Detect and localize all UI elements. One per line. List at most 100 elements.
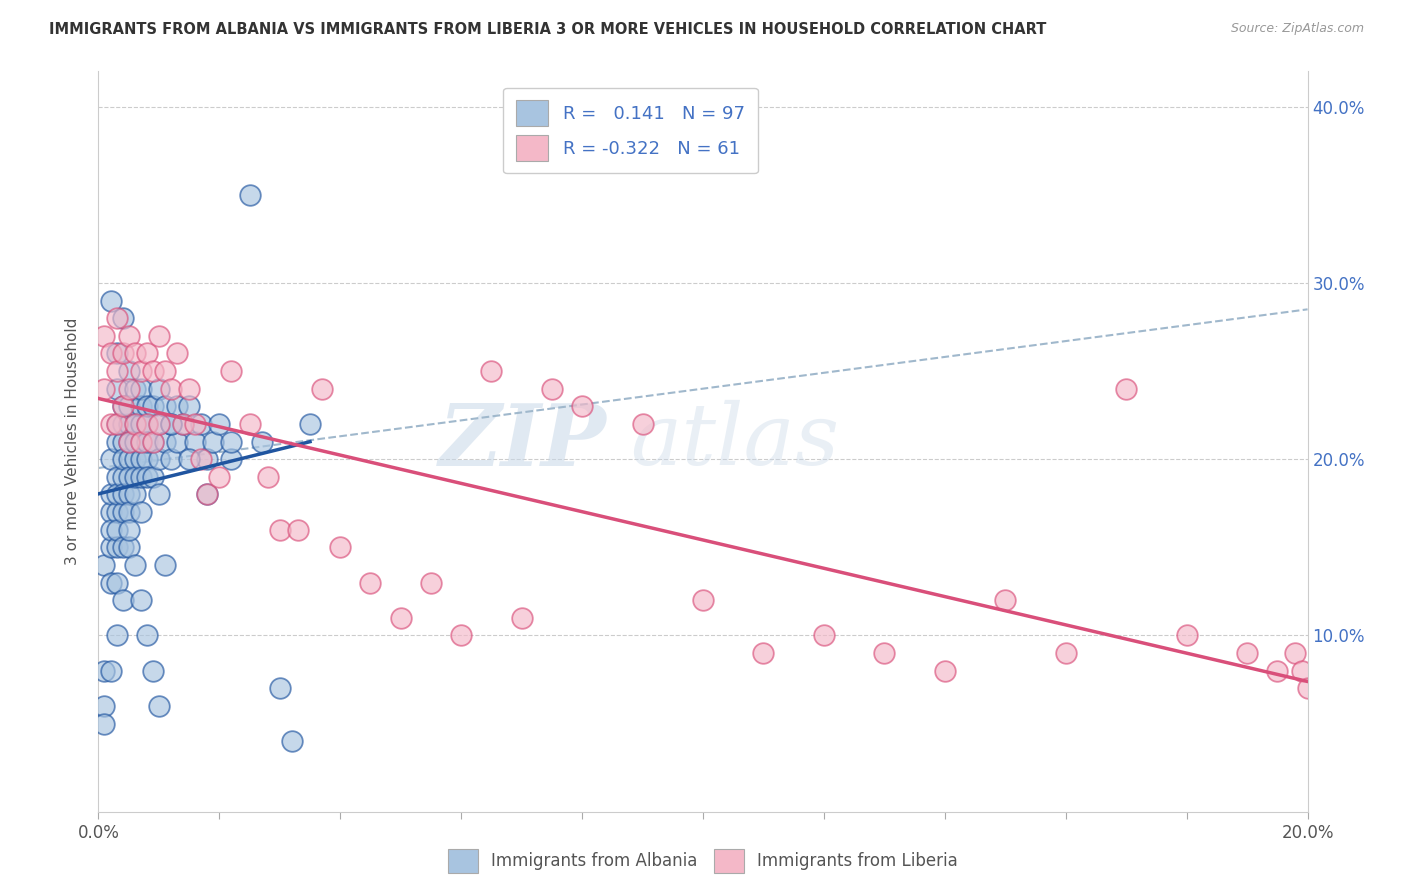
Point bbox=[100, 664, 122, 678]
Point bbox=[148, 452, 170, 467]
Point bbox=[160, 417, 183, 431]
Point bbox=[172, 417, 194, 431]
Point bbox=[124, 487, 146, 501]
Point bbox=[256, 470, 278, 484]
Point bbox=[129, 417, 152, 431]
Point bbox=[510, 611, 533, 625]
Point bbox=[692, 593, 714, 607]
Point bbox=[111, 434, 134, 449]
Point bbox=[208, 417, 231, 431]
Point bbox=[190, 452, 212, 467]
Point bbox=[100, 487, 122, 501]
Point bbox=[111, 487, 134, 501]
Point bbox=[420, 575, 443, 590]
Point bbox=[105, 470, 128, 484]
Point bbox=[172, 417, 194, 431]
Point bbox=[111, 311, 134, 326]
Point bbox=[179, 382, 201, 396]
Point bbox=[250, 434, 273, 449]
Point bbox=[124, 434, 146, 449]
Point bbox=[221, 452, 243, 467]
Point bbox=[135, 452, 157, 467]
Point bbox=[752, 646, 775, 660]
Point bbox=[118, 382, 141, 396]
Point bbox=[100, 541, 122, 555]
Legend: Immigrants from Albania, Immigrants from Liberia: Immigrants from Albania, Immigrants from… bbox=[441, 842, 965, 880]
Point bbox=[179, 452, 201, 467]
Point bbox=[129, 505, 152, 519]
Point bbox=[118, 487, 141, 501]
Point bbox=[1175, 628, 1198, 642]
Point bbox=[100, 505, 122, 519]
Point bbox=[100, 293, 122, 308]
Point bbox=[160, 417, 183, 431]
Point bbox=[100, 523, 122, 537]
Point bbox=[287, 523, 309, 537]
Point bbox=[142, 664, 165, 678]
Point bbox=[118, 434, 141, 449]
Point bbox=[142, 364, 165, 378]
Point bbox=[100, 417, 122, 431]
Point bbox=[105, 417, 128, 431]
Point bbox=[389, 611, 412, 625]
Point bbox=[571, 399, 593, 413]
Point bbox=[129, 452, 152, 467]
Point bbox=[1236, 646, 1258, 660]
Point bbox=[153, 364, 176, 378]
Point bbox=[111, 399, 134, 413]
Point bbox=[148, 487, 170, 501]
Point bbox=[129, 364, 152, 378]
Point bbox=[1291, 664, 1313, 678]
Point bbox=[105, 575, 128, 590]
Point bbox=[93, 382, 115, 396]
Point bbox=[481, 364, 503, 378]
Point bbox=[166, 434, 188, 449]
Point bbox=[166, 346, 188, 360]
Point bbox=[540, 382, 562, 396]
Point bbox=[135, 434, 157, 449]
Point bbox=[190, 417, 212, 431]
Point bbox=[166, 399, 188, 413]
Point bbox=[994, 593, 1017, 607]
Point bbox=[873, 646, 896, 660]
Point bbox=[281, 734, 304, 748]
Point bbox=[148, 417, 170, 431]
Point bbox=[129, 593, 152, 607]
Point bbox=[111, 470, 134, 484]
Point bbox=[124, 470, 146, 484]
Point bbox=[208, 470, 231, 484]
Point bbox=[195, 487, 218, 501]
Point bbox=[105, 346, 128, 360]
Point bbox=[111, 452, 134, 467]
Point bbox=[221, 434, 243, 449]
Point bbox=[129, 382, 152, 396]
Point bbox=[153, 434, 176, 449]
Point bbox=[135, 628, 157, 642]
Point bbox=[100, 575, 122, 590]
Point bbox=[179, 399, 201, 413]
Text: ZIP: ZIP bbox=[439, 400, 606, 483]
Point bbox=[105, 311, 128, 326]
Y-axis label: 3 or more Vehicles in Household: 3 or more Vehicles in Household bbox=[65, 318, 80, 566]
Point bbox=[934, 664, 956, 678]
Point bbox=[329, 541, 352, 555]
Point bbox=[142, 470, 165, 484]
Point bbox=[93, 698, 115, 713]
Point bbox=[1296, 681, 1319, 696]
Point bbox=[124, 346, 146, 360]
Point bbox=[153, 399, 176, 413]
Point bbox=[105, 364, 128, 378]
Point bbox=[124, 558, 146, 572]
Point bbox=[153, 558, 176, 572]
Point bbox=[129, 470, 152, 484]
Point bbox=[105, 382, 128, 396]
Point bbox=[148, 417, 170, 431]
Point bbox=[450, 628, 472, 642]
Point bbox=[239, 187, 262, 202]
Point bbox=[360, 575, 382, 590]
Text: IMMIGRANTS FROM ALBANIA VS IMMIGRANTS FROM LIBERIA 3 OR MORE VEHICLES IN HOUSEHO: IMMIGRANTS FROM ALBANIA VS IMMIGRANTS FR… bbox=[49, 22, 1046, 37]
Point bbox=[184, 434, 207, 449]
Point bbox=[111, 541, 134, 555]
Point bbox=[100, 346, 122, 360]
Point bbox=[124, 417, 146, 431]
